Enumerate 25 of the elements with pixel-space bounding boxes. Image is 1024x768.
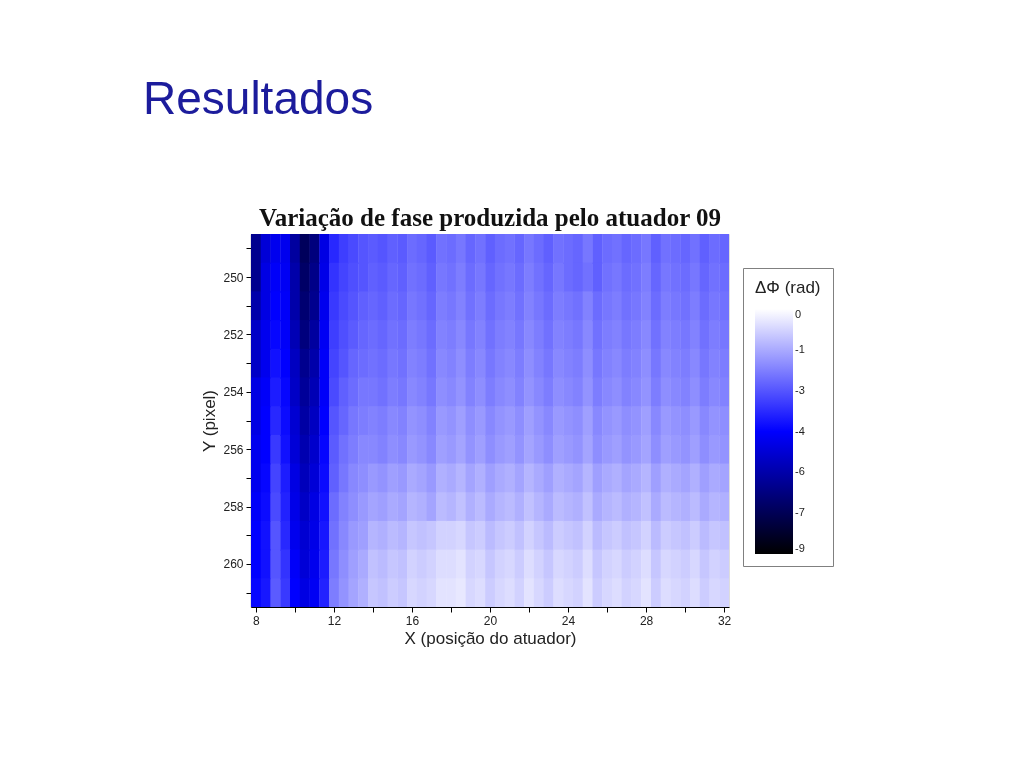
color-bar-label: -3 bbox=[795, 383, 805, 396]
text: Resultados bbox=[143, 72, 374, 124]
x-axis-title: X (posição do atuador) bbox=[404, 628, 577, 648]
y-tick-label: 252 bbox=[223, 327, 244, 342]
color-bar-label: -6 bbox=[795, 465, 805, 478]
y-axis-title: Y (pixel) bbox=[200, 389, 220, 453]
y-tick-label: 256 bbox=[223, 442, 244, 457]
color-bar-label: -9 bbox=[795, 542, 805, 554]
x-tick-label: 8 bbox=[253, 613, 261, 628]
x-tick-label: 12 bbox=[327, 613, 342, 628]
color-bar-label: 0 bbox=[795, 308, 802, 320]
color-bar-label: -4 bbox=[795, 424, 805, 437]
x-tick-label: 28 bbox=[639, 613, 654, 628]
y-tick-label: 258 bbox=[223, 500, 244, 515]
color-bar-label: -7 bbox=[795, 506, 805, 519]
x-tick-label: 16 bbox=[405, 613, 420, 628]
x-tick-label: 20 bbox=[483, 613, 498, 628]
y-tick-label: 260 bbox=[223, 557, 244, 572]
x-tick-label: 32 bbox=[717, 613, 732, 628]
y-tick-label: 250 bbox=[223, 270, 244, 285]
x-tick-label: 24 bbox=[561, 613, 576, 628]
chart-title: Variação de fase produzida pelo atuador 09 bbox=[258, 204, 722, 231]
y-tick-label: 254 bbox=[223, 385, 244, 400]
color-bar-title: ΔΦ (rad) bbox=[755, 278, 821, 297]
color-bar-label: -1 bbox=[795, 342, 805, 355]
